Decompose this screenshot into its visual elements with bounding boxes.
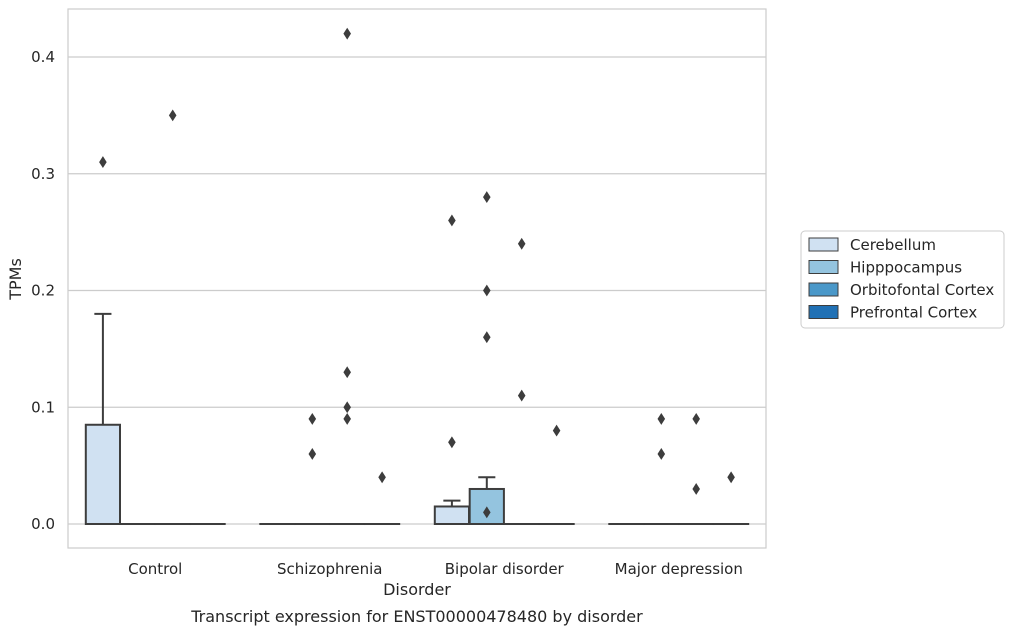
box-group (154, 109, 191, 526)
box-body (433, 505, 471, 525)
box-group (643, 412, 680, 526)
box-group (84, 156, 122, 526)
y-tick-label: 0.3 (31, 165, 55, 183)
box-group (363, 471, 401, 526)
y-tick-label: 0.2 (31, 282, 55, 300)
plot-frame (67, 8, 767, 549)
legend-label: Orbitofontal Cortex (850, 281, 994, 299)
x-tick-label: Schizophrenia (277, 560, 382, 578)
box-group (503, 237, 540, 526)
outlier-point (378, 471, 386, 484)
outlier-point (343, 27, 351, 40)
outlier-point (483, 331, 491, 344)
outlier-point (168, 109, 177, 122)
outlier-point (343, 366, 351, 379)
outlier-point (517, 389, 526, 402)
y-tick-label: 0.4 (31, 48, 55, 66)
box-group (329, 27, 366, 526)
outlier-point (308, 412, 317, 425)
outlier-point (517, 237, 526, 250)
legend-frame (800, 230, 1005, 329)
outlier-point (727, 471, 735, 484)
y-axis-title: TPMs (6, 258, 25, 301)
chart-caption: Transcript expression for ENST0000047848… (190, 607, 643, 626)
box-group (538, 424, 575, 526)
box-group (678, 412, 715, 526)
legend-label: Cerebellum (850, 236, 936, 254)
x-tick-label: Major depression (615, 560, 743, 578)
legend-swatch (808, 260, 839, 274)
legend-swatch (808, 305, 839, 319)
x-tick-label: Control (128, 560, 182, 578)
box-group (468, 191, 505, 526)
outlier-point (657, 448, 666, 460)
outlier-point (692, 483, 700, 495)
outlier-point (99, 156, 107, 169)
box-body (84, 423, 122, 526)
box-group (712, 471, 750, 526)
box-group (433, 214, 471, 525)
y-tick-label: 0.0 (31, 515, 55, 533)
outlier-point (308, 448, 317, 460)
outlier-point (448, 436, 456, 449)
legend: Cerebellum Hipppocampus Orbitofontal Corte… (800, 230, 1005, 329)
outlier-point (448, 214, 456, 227)
outlier-point (657, 412, 666, 425)
legend-swatch (808, 237, 839, 252)
boxes-layer (84, 27, 750, 526)
outlier-point (483, 506, 491, 519)
outlier-point (483, 284, 491, 297)
outlier-point (343, 412, 351, 425)
x-axis-title: Disorder (383, 580, 451, 599)
y-tick-labels: 0.0 0.1 0.2 0.3 0.4 (31, 48, 55, 533)
x-tick-labels: Control Schizophrenia Bipolar disorder Majo… (128, 560, 743, 578)
box-group (294, 412, 331, 526)
outlier-point (692, 412, 700, 425)
outlier-point (343, 401, 351, 414)
legend-label: Hipppocampus (850, 259, 962, 277)
y-tick-label: 0.1 (31, 398, 55, 416)
outlier-point (552, 424, 561, 437)
outlier-point (483, 191, 491, 204)
legend-swatch (808, 282, 839, 297)
x-tick-label: Bipolar disorder (445, 560, 565, 578)
legend-label: Prefrontal Cortex (850, 304, 977, 322)
